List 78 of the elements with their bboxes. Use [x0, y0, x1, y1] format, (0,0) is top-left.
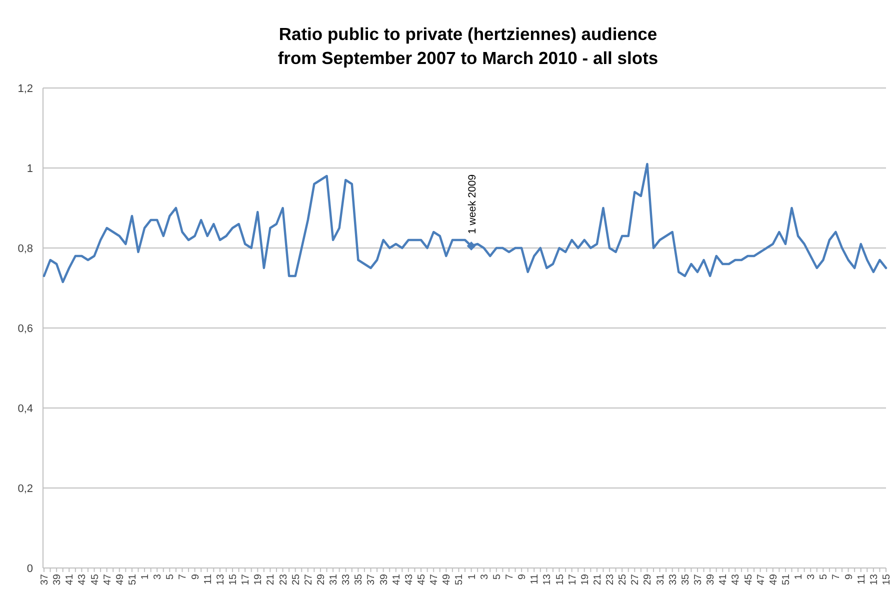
x-tick-label: 43	[730, 574, 742, 586]
x-tick-label: 37	[40, 574, 50, 586]
y-tick-label: 0	[26, 563, 33, 575]
x-tick-label: 45	[90, 574, 101, 586]
y-tick-label: 0,4	[18, 403, 33, 415]
x-tick-label: 7	[504, 574, 516, 580]
x-tick-label: 13	[868, 574, 880, 586]
x-tick-label: 23	[605, 574, 616, 586]
x-tick-label: 25	[618, 574, 629, 586]
x-tick-label: 33	[668, 574, 679, 586]
x-tick-label: 31	[655, 574, 666, 586]
y-tick-label: 0,2	[18, 483, 33, 495]
x-tick-label: 11	[202, 574, 214, 584]
line-series	[42, 162, 888, 284]
x-tick-label: 49	[768, 574, 780, 586]
x-tick-label: 45	[743, 574, 754, 586]
x-tick-label: 17	[240, 574, 252, 586]
x-tick-label: 39	[378, 574, 390, 586]
x-tick-label: 51	[127, 574, 138, 586]
x-tick-label: 43	[404, 574, 415, 586]
x-tick-label: 51	[780, 574, 792, 586]
x-tick-label: 27	[303, 574, 314, 586]
x-tick-label: 23	[278, 574, 290, 586]
x-tick-label: 45	[416, 574, 428, 586]
x-tick-label: 19	[253, 574, 264, 586]
y-tick-label: 0,6	[18, 323, 33, 335]
x-tick-label: 15	[554, 574, 566, 586]
x-tick-label: 39	[706, 574, 717, 586]
x-tick-label: 7	[831, 574, 842, 580]
y-tick-label: 1	[26, 163, 33, 175]
x-tick-label: 47	[429, 574, 440, 586]
x-tick-label: 13	[542, 574, 554, 586]
x-tick-label: 49	[442, 574, 453, 586]
x-tick-label: 11	[856, 574, 868, 584]
x-tick-label: 3	[806, 574, 818, 580]
x-tick-label: 19	[580, 574, 591, 586]
x-tick-label: 35	[354, 574, 365, 586]
x-tick-label: 39	[52, 574, 64, 586]
x-tick-label: 41	[718, 574, 730, 586]
y-tick-label: 0,8	[18, 243, 33, 255]
x-tick-label: 31	[328, 574, 340, 586]
x-tick-label: 5	[165, 574, 176, 580]
x-tick-label: 1	[794, 574, 805, 580]
x-tick-label: 21	[266, 574, 277, 586]
x-tick-label: 15	[882, 574, 892, 586]
x-tick-label: 9	[844, 574, 855, 580]
x-tick-label: 1	[140, 574, 152, 580]
x-tick-label: 3	[479, 574, 490, 580]
annotation: 1 week 2009	[466, 174, 478, 234]
x-tick-label: 43	[77, 574, 88, 586]
x-tick-label: 47	[102, 574, 114, 586]
x-tick-label: 29	[642, 574, 654, 586]
x-tick-label: 35	[680, 574, 692, 586]
x-tick-label: 41	[64, 574, 76, 586]
x-tick-label: 5	[818, 574, 830, 580]
y-tick-label: 1,2	[18, 83, 33, 95]
x-tick-label: 13	[215, 574, 226, 586]
x-tick-label: 21	[592, 574, 604, 586]
x-tick-label: 17	[567, 574, 578, 586]
x-tick-label: 47	[756, 574, 767, 586]
x-tick-label: 29	[316, 574, 327, 586]
x-tick-label: 37	[692, 574, 704, 586]
x-tick-label: 11	[530, 574, 541, 584]
x-tick-label: 41	[391, 574, 402, 586]
x-tick-label: 51	[454, 574, 466, 586]
x-tick-label: 15	[228, 574, 240, 586]
x-tick-label: 37	[366, 574, 378, 586]
x-tick-label: 5	[492, 574, 503, 580]
x-tick-label: 9	[190, 574, 202, 580]
x-tick-label: 27	[630, 574, 642, 586]
x-tick-label: 33	[341, 574, 352, 586]
x-tick-label: 49	[114, 574, 126, 586]
x-tick-label: 7	[178, 574, 189, 580]
chart-title: Ratio public to private (hertziennes) audience from September 2007 to March 2010 - all slots	[278, 24, 658, 68]
x-tick-label: 9	[517, 574, 528, 580]
x-tick-label: 1	[466, 574, 478, 580]
x-tick-label: 3	[152, 574, 164, 580]
x-tick-label: 25	[290, 574, 302, 586]
